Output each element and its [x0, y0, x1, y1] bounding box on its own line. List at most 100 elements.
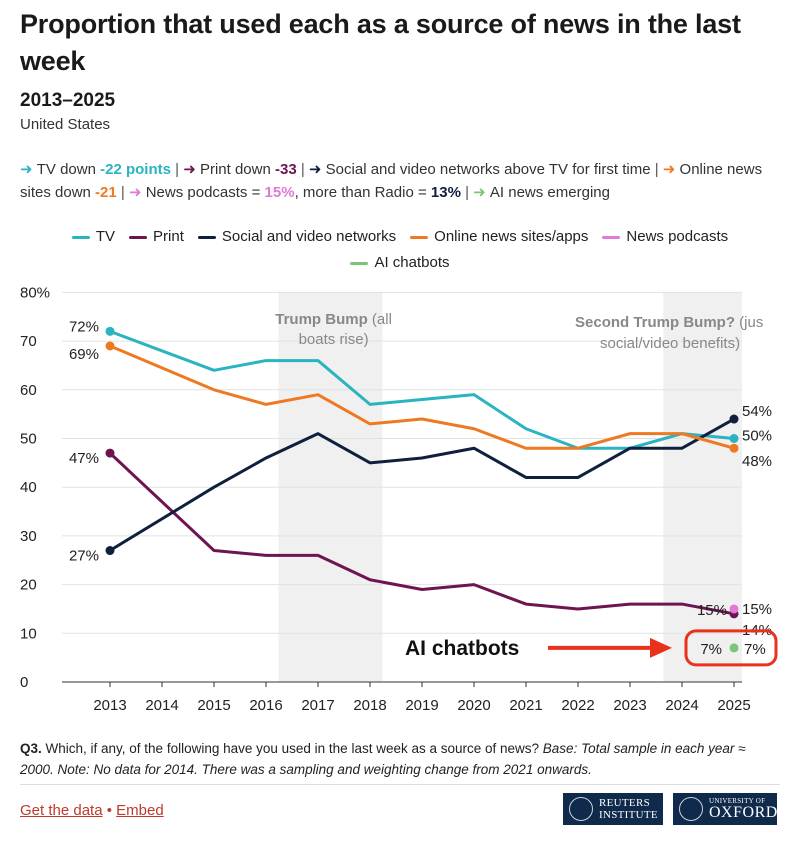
get-data-link[interactable]: Get the data	[20, 802, 103, 819]
legend-item[interactable]: Social and video networks	[197, 224, 397, 250]
series-start-label: 72%	[69, 318, 99, 335]
note-arrow-icon: ➜	[183, 161, 200, 178]
second-trump-bump-annotation: Second Trump Bump? (jus	[575, 314, 763, 331]
note-separator: |	[170, 161, 184, 178]
note-highlight: -21	[95, 184, 117, 201]
y-tick-label: 70	[20, 333, 37, 350]
note-separator: |	[650, 161, 663, 178]
x-tick-label: 2017	[301, 697, 334, 714]
second-trump-bump-annotation-line2: social/video benefits)	[600, 335, 740, 352]
oxford-logo-line2: OXFORD	[709, 804, 778, 821]
ai-callout-arrow-head	[650, 637, 672, 658]
series-start-point	[105, 341, 115, 351]
legend-swatch	[129, 235, 148, 239]
y-tick-label: 30	[20, 528, 37, 545]
oxford-logo-line1: UNIVERSITY OF	[709, 797, 766, 805]
x-tick-label: 2021	[509, 697, 542, 714]
note-arrow-icon: ➜	[128, 184, 146, 201]
legend-label: TV	[95, 228, 116, 245]
series-end-label: 54%	[742, 403, 772, 420]
x-tick-label: 2014	[145, 697, 178, 714]
note-text: TV down	[36, 161, 101, 178]
y-tick-label: 10	[20, 625, 37, 642]
y-tick-label: 50	[20, 431, 37, 448]
y-tick-label: 80%	[20, 284, 50, 301]
series-start-label: 69%	[69, 346, 99, 363]
legend-item[interactable]: News podcasts	[602, 224, 728, 250]
legend-label: Print	[153, 228, 184, 245]
y-tick-label: 40	[20, 479, 37, 496]
y-tick-label: 0	[20, 674, 28, 691]
x-tick-label: 2013	[93, 697, 126, 714]
note-text: AI news emerging	[489, 184, 610, 201]
legend-label: Online news sites/apps	[434, 228, 589, 245]
series-start-label: 47%	[69, 450, 99, 467]
x-tick-label: 2025	[717, 697, 750, 714]
trump-bump-annotation-line2: boats rise)	[299, 331, 369, 348]
note-arrow-icon: ➜	[20, 161, 37, 178]
ai-inline-label: 7%	[700, 641, 722, 658]
note-highlight: -22 points	[100, 161, 171, 178]
series-end-point	[729, 414, 739, 424]
y-tick-label: 20	[20, 577, 37, 594]
footnote-question: Which, if any, of the following have you…	[41, 741, 543, 756]
note-separator: |	[296, 161, 309, 178]
x-tick-label: 2023	[613, 697, 646, 714]
reuters-logo-line1: REUTERS	[599, 797, 650, 809]
footer-divider	[20, 784, 780, 785]
legend-item[interactable]: AI chatbots	[350, 250, 450, 276]
reuters-institute-logo[interactable]: REUTERS INSTITUTE	[563, 793, 663, 825]
legend-swatch	[350, 261, 369, 265]
x-tick-label: 2016	[249, 697, 282, 714]
chart-region: United States	[20, 116, 111, 133]
ai-end-label: 7%	[744, 641, 766, 658]
x-tick-label: 2018	[353, 697, 386, 714]
series-end-label: 48%	[742, 453, 772, 470]
x-tick-label: 2024	[665, 697, 698, 714]
x-tick-label: 2015	[197, 697, 230, 714]
x-tick-label: 2019	[405, 697, 438, 714]
series-end-point	[729, 434, 739, 443]
note-highlight: 13%	[430, 184, 461, 201]
chart-subtitle: 2013–2025	[20, 90, 116, 111]
note-text: News podcasts =	[145, 184, 265, 201]
legend-swatch	[410, 235, 429, 239]
note-text: Print down	[199, 161, 275, 178]
footnote-question-label: Q3.	[20, 741, 42, 756]
series-line-1	[108, 451, 736, 616]
oxford-university-logo[interactable]: UNIVERSITY OF OXFORD	[673, 793, 777, 825]
note-highlight: 15%	[264, 184, 295, 201]
oxford-crest-icon	[679, 797, 703, 821]
legend-item[interactable]: Online news sites/apps	[410, 224, 588, 250]
link-separator: •	[102, 802, 117, 819]
legend-label: AI chatbots	[374, 254, 450, 271]
series-end-label: 15%	[742, 601, 772, 618]
series-start-point	[105, 448, 115, 458]
legend-swatch	[197, 235, 216, 239]
note-separator: |	[460, 184, 474, 201]
footnote-base: Base: Total sample in each year ≈ 2000. …	[20, 741, 746, 777]
legend-item[interactable]: TV	[71, 224, 116, 250]
key-findings: ➜ TV down -22 points | ➜ Print down -33 …	[20, 158, 780, 204]
chart-title: Proportion that used each as a source of…	[20, 9, 741, 76]
legend-item[interactable]: Print	[129, 224, 184, 250]
legend-swatch	[602, 235, 621, 239]
embed-link[interactable]: Embed	[116, 802, 164, 819]
note-text: Online news sites down	[20, 161, 763, 201]
series-end-point	[729, 443, 739, 453]
series-end-point	[729, 604, 739, 614]
trump-bump-annotation: Trump Bump (all	[275, 311, 392, 328]
series-end-label: 50%	[742, 428, 772, 445]
note-arrow-icon: ➜	[308, 161, 326, 178]
series-line-3	[108, 344, 736, 450]
series-start-point	[105, 326, 115, 336]
reuters-logo-line2: INSTITUTE	[599, 809, 658, 821]
x-tick-label: 2020	[457, 697, 490, 714]
note-text: , more than Radio =	[294, 184, 431, 201]
legend-label: Social and video networks	[221, 228, 397, 245]
reuters-emblem-icon	[569, 797, 593, 821]
y-tick-label: 60	[20, 382, 37, 399]
series-end-point	[729, 643, 739, 653]
note-text: Social and video networks above TV for f…	[325, 161, 651, 178]
series-line-2	[108, 417, 736, 553]
